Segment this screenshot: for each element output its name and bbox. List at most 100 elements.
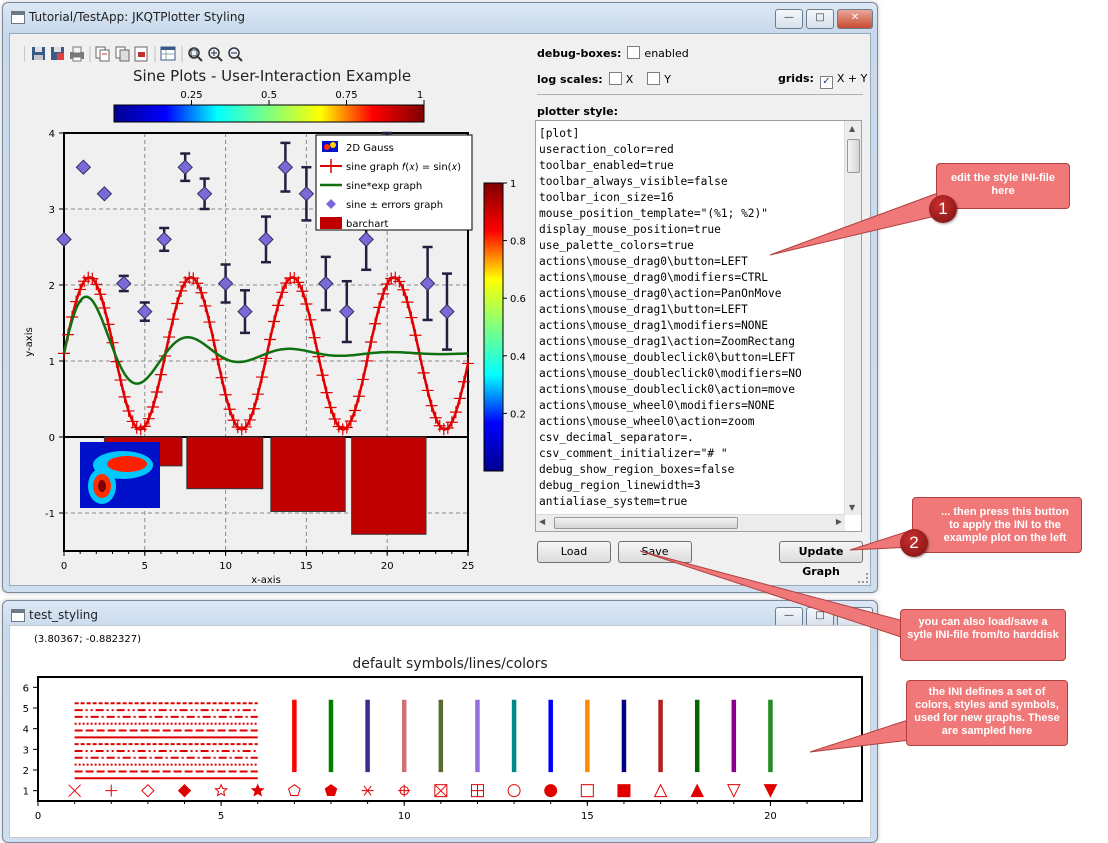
- ini-editor[interactable]: [plot] useraction_color=red toolbar_enable…: [535, 120, 862, 532]
- log-scales-label: log scales:: [537, 73, 603, 86]
- log-x-checkbox[interactable]: [608, 72, 622, 85]
- colorbar-tick-label: 0.2: [510, 409, 526, 420]
- plus-symbol: [272, 299, 285, 312]
- plus-symbol: [138, 420, 151, 433]
- ini-line[interactable]: actions\mouse_drag1\action=ZoomRectang: [539, 335, 795, 348]
- callout-edit-ini: edit the style INI-file here: [936, 163, 1070, 209]
- minimize-button[interactable]: —: [775, 607, 803, 627]
- filled-star-symbol: [250, 783, 265, 797]
- diamond-point: [156, 231, 172, 248]
- vertical-scrollbar[interactable]: ▲ ▼: [844, 121, 861, 515]
- boxed-x-symbol: [434, 784, 448, 798]
- ini-line[interactable]: use_palette_colors=true: [539, 239, 694, 252]
- plus-symbol: [94, 288, 107, 301]
- update-graph-button[interactable]: Update Graph: [779, 541, 863, 578]
- ini-line[interactable]: toolbar_icon_size=16: [539, 191, 674, 204]
- colorbar-tick-label: 0.4: [510, 352, 526, 363]
- ini-line[interactable]: toolbar_enabled=true: [539, 159, 674, 172]
- pentagon-symbol: [288, 784, 301, 796]
- zoom-out-icon[interactable]: [228, 47, 243, 62]
- show-data-table-icon[interactable]: [160, 46, 176, 61]
- load-button[interactable]: Load: [537, 541, 611, 563]
- save-image-icon[interactable]: [51, 47, 64, 60]
- heatmap-peak-core: [98, 480, 106, 492]
- symbols-plot[interactable]: (3.80367; -0.882327) default symbols/line…: [10, 626, 870, 837]
- scroll-right-arrow-icon[interactable]: ▶: [835, 517, 842, 526]
- right-colorbar: [483, 182, 504, 472]
- ini-line[interactable]: actions\mouse_wheel0\action=zoom: [539, 415, 755, 428]
- maximize-button[interactable]: □: [806, 607, 834, 627]
- horizontal-scrollbar[interactable]: ◀ ▶: [536, 514, 845, 531]
- x-tick-label: 5: [142, 561, 148, 572]
- print-icon[interactable]: [70, 46, 84, 62]
- plus-symbol: [171, 297, 184, 310]
- ini-line[interactable]: csv_decimal_separator=.: [539, 431, 694, 444]
- resize-grip-icon[interactable]: [858, 573, 868, 583]
- zoom-in-icon[interactable]: [208, 47, 223, 62]
- close-button[interactable]: ✕: [837, 607, 873, 627]
- ini-line[interactable]: mouse_position_template="(%1; %2)": [539, 207, 769, 220]
- save-pdf-icon[interactable]: [134, 46, 148, 62]
- copy-image-icon[interactable]: [115, 46, 130, 62]
- minimize-button[interactable]: —: [775, 9, 803, 29]
- plus-symbol: [239, 420, 252, 433]
- x-tick-label: 20: [764, 811, 777, 822]
- plus-symbol: [114, 374, 127, 387]
- main-window-title: Tutorial/TestApp: JKQTPlotter Styling: [29, 10, 246, 24]
- plus-symbol: [397, 283, 410, 296]
- colorbar-tick-label: 1: [417, 90, 423, 101]
- ini-line[interactable]: actions\mouse_doubleclick0\modifiers=NO: [539, 367, 802, 380]
- plot-toolbar: [24, 44, 284, 64]
- plus-symbol: [276, 286, 289, 299]
- ini-line[interactable]: debug_show_region_boxes=false: [539, 463, 735, 476]
- scroll-up-arrow-icon[interactable]: ▲: [849, 124, 856, 133]
- gauss-heatmap: [80, 442, 160, 508]
- ini-line[interactable]: display_mouse_position=true: [539, 223, 721, 236]
- ini-line[interactable]: actions\mouse_wheel0\modifiers=NONE: [539, 399, 775, 412]
- ini-line[interactable]: actions\mouse_doubleclick0\button=LEFT: [539, 351, 795, 364]
- ini-line[interactable]: antialiase_system=true: [539, 495, 688, 508]
- ini-line[interactable]: toolbar_always_visible=false: [539, 175, 728, 188]
- zoom-all-icon[interactable]: [188, 47, 203, 62]
- close-button[interactable]: ✕: [837, 9, 873, 29]
- scroll-down-arrow-icon[interactable]: ▼: [849, 503, 856, 512]
- x-tick-label: 0: [35, 811, 41, 822]
- ini-line[interactable]: actions\mouse_drag0\action=PanOnMove: [539, 287, 782, 300]
- plus-symbol: [154, 368, 167, 381]
- colorbar-tick-label: 0.25: [180, 90, 202, 101]
- save-button[interactable]: Save: [618, 541, 692, 563]
- boxed-plus-symbol: [470, 784, 484, 798]
- copy-data-icon[interactable]: [95, 46, 110, 62]
- ini-line[interactable]: useraction_color=red: [539, 143, 674, 156]
- horizontal-scroll-thumb[interactable]: [554, 517, 738, 529]
- maximize-button[interactable]: □: [806, 9, 834, 29]
- sine-plot[interactable]: Sine Plots - User-Interaction Example 0.2…: [10, 62, 530, 586]
- debug-boxes-label: debug-boxes:: [537, 47, 622, 60]
- ini-line[interactable]: actions\mouse_drag0\button=LEFT: [539, 255, 748, 268]
- ini-line[interactable]: actions\mouse_drag1\button=LEFT: [539, 303, 748, 316]
- ini-line[interactable]: actions\mouse_drag0\modifiers=CTRL: [539, 271, 769, 284]
- plus-symbol: [105, 784, 118, 797]
- plus-symbol: [243, 413, 256, 426]
- debug-enabled-checkbox[interactable]: [627, 46, 641, 59]
- plot-title: Sine Plots - User-Interaction Example: [133, 67, 411, 85]
- main-window-titlebar[interactable]: Tutorial/TestApp: JKQTPlotter Styling — …: [3, 3, 877, 33]
- save-data-icon[interactable]: [32, 47, 45, 60]
- grids-checkbox[interactable]: ✓: [819, 76, 833, 89]
- ini-text[interactable]: [plot] useraction_color=red toolbar_enable…: [539, 126, 802, 510]
- ini-line[interactable]: csv_comment_initializer="# ": [539, 447, 728, 460]
- legend-box: [315, 134, 473, 231]
- ini-line[interactable]: actions\mouse_drag1\modifiers=NONE: [539, 319, 769, 332]
- diamond-point: [116, 275, 132, 292]
- plus-symbol: [348, 404, 361, 417]
- ini-line[interactable]: [plot]: [539, 127, 580, 140]
- ini-line[interactable]: actions\mouse_doubleclick0\action=move: [539, 383, 795, 396]
- plus-symbol: [324, 401, 337, 414]
- scroll-left-arrow-icon[interactable]: ◀: [539, 517, 546, 526]
- log-y-checkbox[interactable]: [647, 72, 661, 85]
- ini-line[interactable]: debug_region_linewidth=3: [539, 479, 701, 492]
- red-plus-line-icon: [320, 159, 342, 173]
- plotter-style-label: plotter style:: [537, 105, 619, 118]
- vertical-scroll-thumb[interactable]: [847, 139, 860, 173]
- plus-symbol: [328, 413, 341, 426]
